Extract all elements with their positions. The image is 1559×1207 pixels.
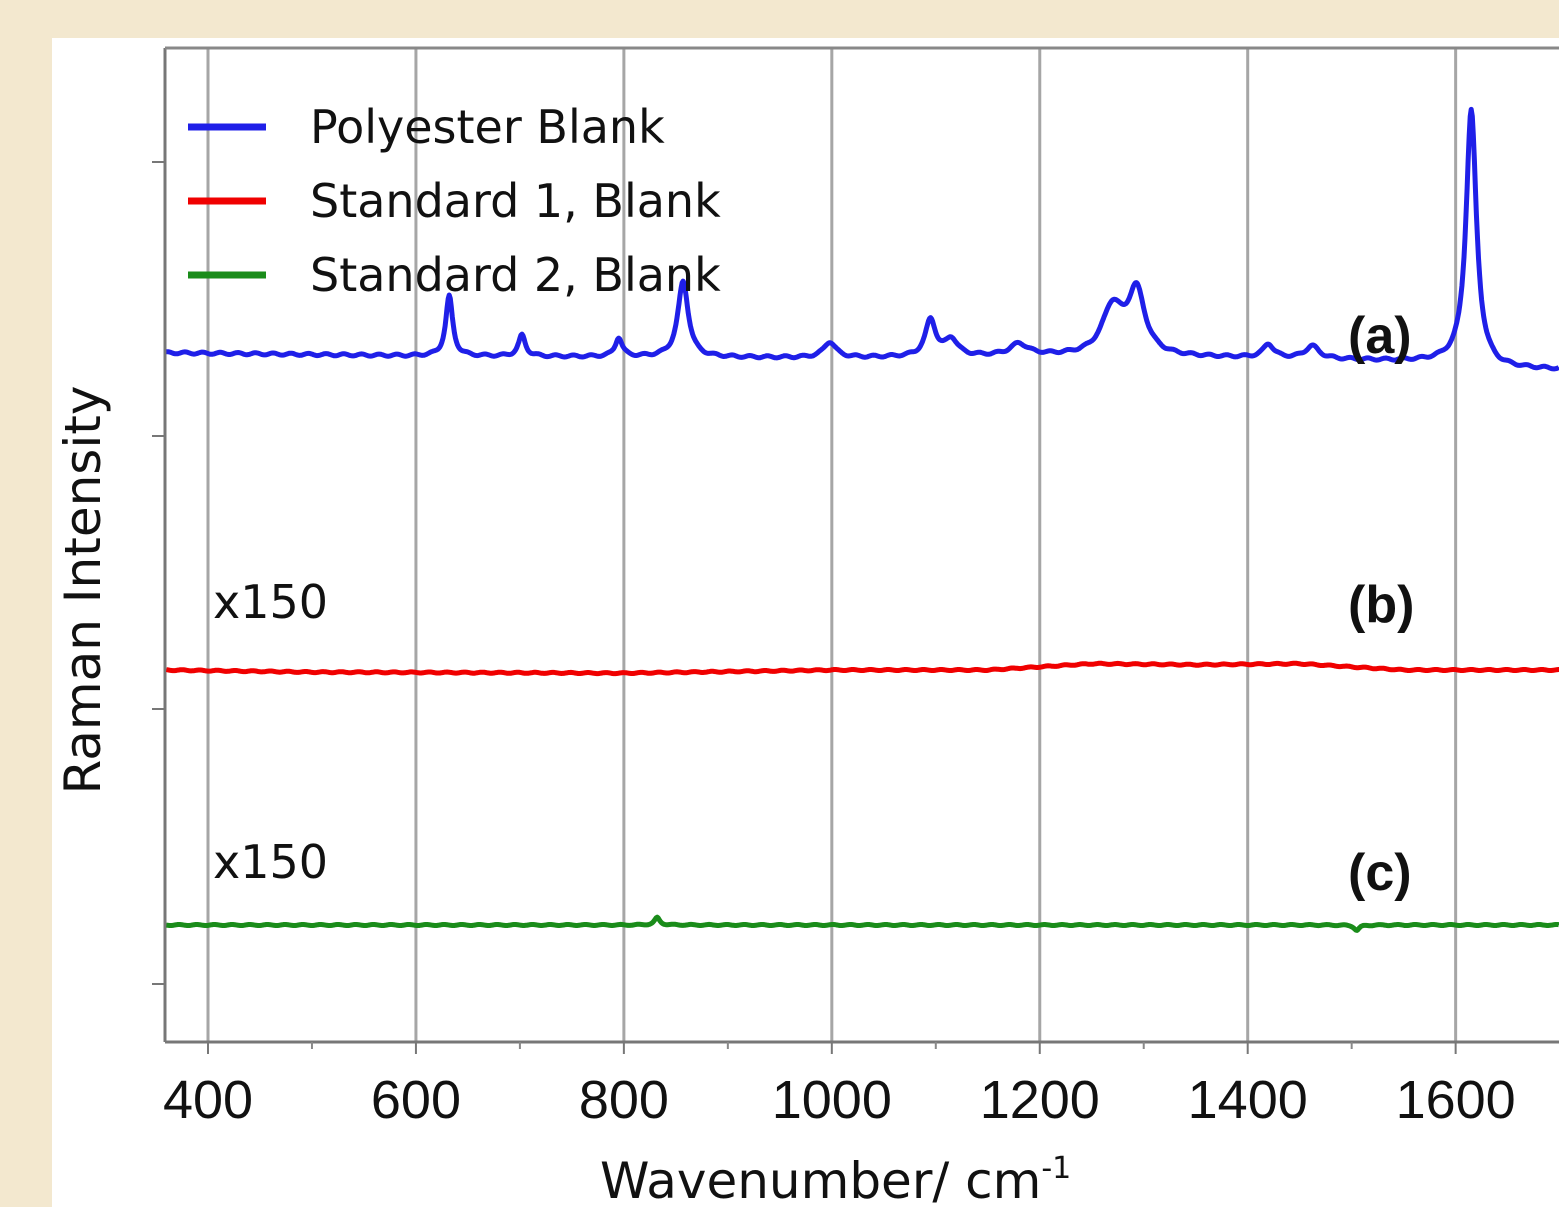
- plot-panel: [52, 38, 1559, 1207]
- grid-lines: [206, 48, 1458, 1042]
- scale-factor-c: x150: [213, 835, 328, 889]
- axes: [152, 46, 1559, 1054]
- x-tick-label: 400: [163, 1070, 253, 1130]
- x-axis-title: Wavenumber/ cm-1: [600, 1151, 1071, 1207]
- legend-label: Polyester Blank: [310, 100, 665, 154]
- panel-label-c: (c): [1348, 844, 1412, 902]
- x-tick-label: 1400: [1188, 1070, 1308, 1130]
- y-axis-title: Raman Intensity: [54, 386, 112, 795]
- series-line-1: [165, 106, 1559, 372]
- series-line-3: [165, 914, 1559, 933]
- legend-label: Standard 1, Blank: [310, 174, 721, 228]
- x-axis-title-superscript: -1: [1041, 1151, 1071, 1186]
- legend-label: Standard 2, Blank: [310, 248, 721, 302]
- panel-label-a: (a): [1348, 307, 1412, 365]
- x-axis-title-text: Wavenumber/ cm: [600, 1152, 1041, 1207]
- x-tick-label: 800: [579, 1070, 669, 1130]
- x-tick-label: 1000: [772, 1070, 892, 1130]
- x-tick-label: 600: [371, 1070, 461, 1130]
- scale-factor-b: x150: [213, 575, 328, 629]
- x-tick-label: 1600: [1396, 1070, 1516, 1130]
- panel-label-b: (b): [1348, 576, 1414, 634]
- x-tick-label: 1200: [980, 1070, 1100, 1130]
- series-line-2: [165, 660, 1559, 677]
- legend: Polyester Blank Standard 1, Blank Standard…: [188, 100, 721, 302]
- series-lines: [165, 106, 1559, 933]
- tick-labels: 400 600 800 1000 1200 1400 1600: [163, 1070, 1516, 1130]
